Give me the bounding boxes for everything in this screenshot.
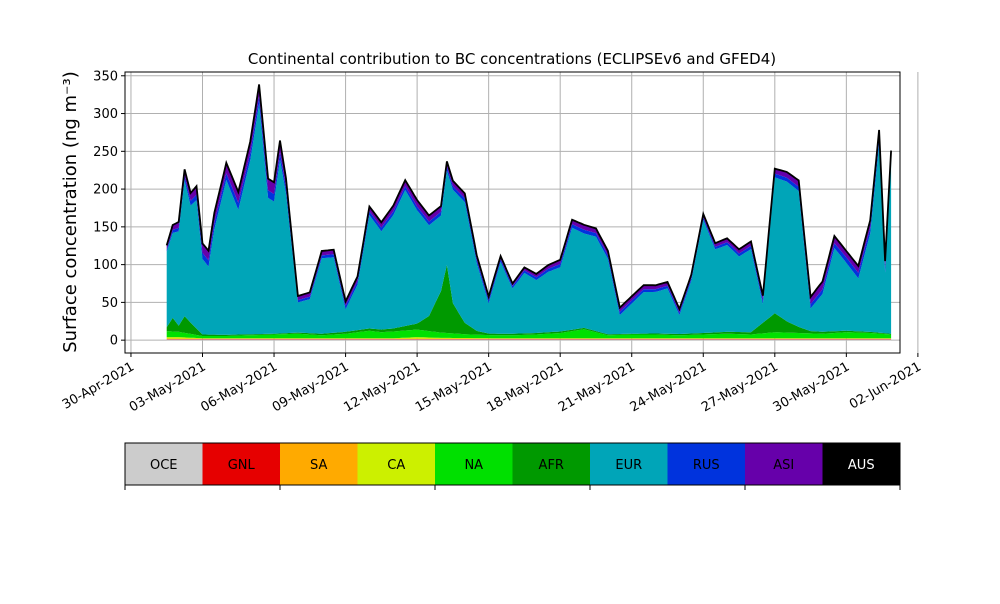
legend-label-rus: RUS (693, 458, 720, 473)
y-tick-label: 200 (93, 183, 118, 198)
stacked-areas (167, 84, 891, 340)
legend-label-sa: SA (310, 458, 327, 473)
legend-label-gnl: GNL (228, 458, 256, 473)
legend-label-aus: AUS (848, 458, 875, 473)
x-tick-label: 03-May-2021 (127, 359, 209, 415)
x-tick-label: 06-May-2021 (198, 359, 280, 415)
area-eur (167, 104, 891, 335)
y-tick-label: 300 (93, 107, 118, 122)
y-tick-label: 100 (93, 258, 118, 273)
legend-label-eur: EUR (615, 458, 642, 473)
plot-area: 0 50 100 150 200 250 300 350 30-Apr-202103-May-2… (60, 69, 924, 415)
area-oce (167, 339, 891, 340)
legend-label-ca: CA (387, 458, 405, 473)
y-axis-label: Surface concentration (ng m⁻³) (60, 71, 81, 353)
x-tick-label: 12-May-2021 (341, 359, 423, 415)
y-tick-label: 350 (93, 69, 118, 84)
x-tick-label: 30-Apr-2021 (60, 359, 137, 412)
x-tick-label: 18-May-2021 (485, 359, 567, 415)
x-tick-label: 09-May-2021 (270, 359, 352, 415)
x-tick-label: 21-May-2021 (556, 359, 638, 415)
legend-label-oce: OCE (150, 458, 178, 473)
legend-label-asi: ASI (773, 458, 794, 473)
y-tick-label: 150 (93, 220, 118, 235)
x-tick-label: 27-May-2021 (699, 359, 781, 415)
y-tick-label: 0 (110, 334, 118, 349)
legend-colorbar: OCE GNL SA CA NA AFR EUR RUS ASI AUS (125, 443, 901, 490)
legend-label-na: NA (464, 458, 483, 473)
y-tick-label: 50 (101, 296, 118, 311)
x-tick-label: 15-May-2021 (413, 359, 495, 415)
legend-label-afr: AFR (539, 458, 564, 473)
x-tick-label: 30-May-2021 (771, 359, 853, 415)
x-tick-label: 02-Jun-2021 (847, 359, 924, 412)
chart-title: Continental contribution to BC concentra… (248, 50, 776, 68)
x-tick-label: 24-May-2021 (628, 359, 710, 415)
y-tick-label: 250 (93, 145, 118, 160)
